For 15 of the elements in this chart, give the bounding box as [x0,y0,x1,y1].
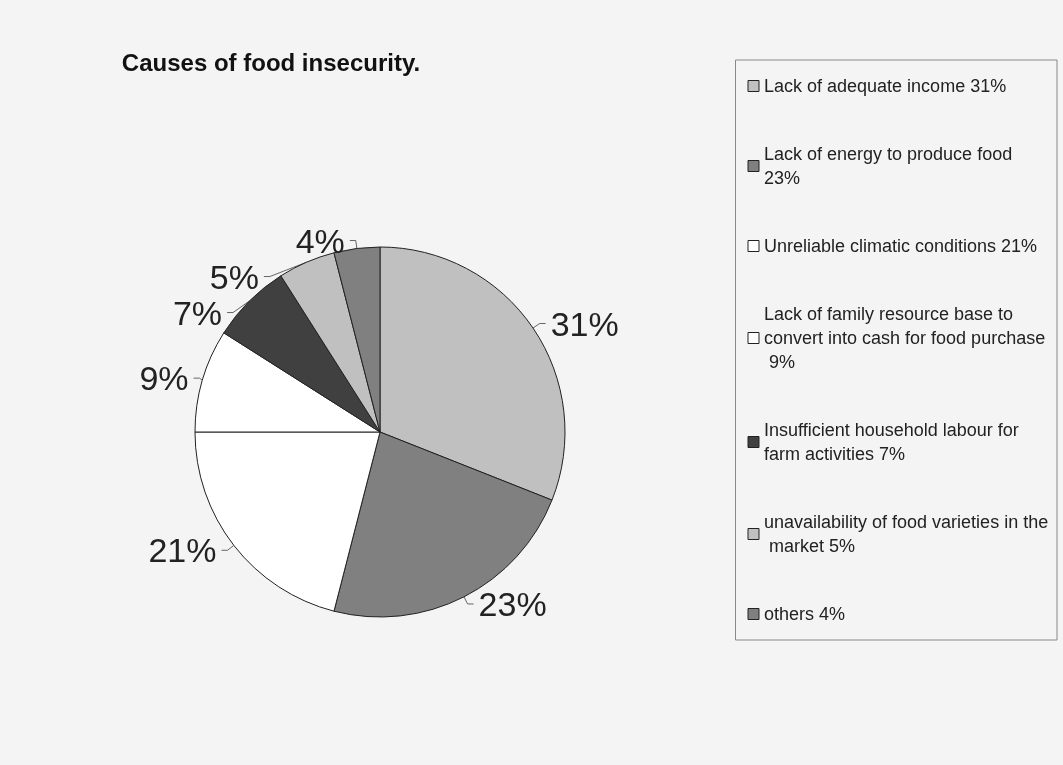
data-label: 21% [148,531,217,570]
data-label: 4% [295,221,345,260]
legend-label: Insufficient household labour for farm activities 7% [764,420,1024,464]
legend-label: Lack of adequate income 31% [764,76,1007,96]
legend-label: Lack of energy to produce food 23% [764,144,1018,188]
legend-label: unavailability of food varieties in the market 5% [764,512,1049,556]
legend-label: Unreliable climatic conditions 21% [764,236,1038,256]
data-label: 9% [139,359,189,398]
legend-label: others 4% [764,604,846,624]
data-label: 5% [209,257,259,296]
chart-title: Causes of food insecurity. [121,48,421,76]
data-label: 31% [550,304,619,343]
data-label: 7% [172,293,223,332]
legend-label: Lack of family resource base to convert into cash for food purchase 9% [764,304,1046,372]
data-label: 23% [478,584,547,623]
